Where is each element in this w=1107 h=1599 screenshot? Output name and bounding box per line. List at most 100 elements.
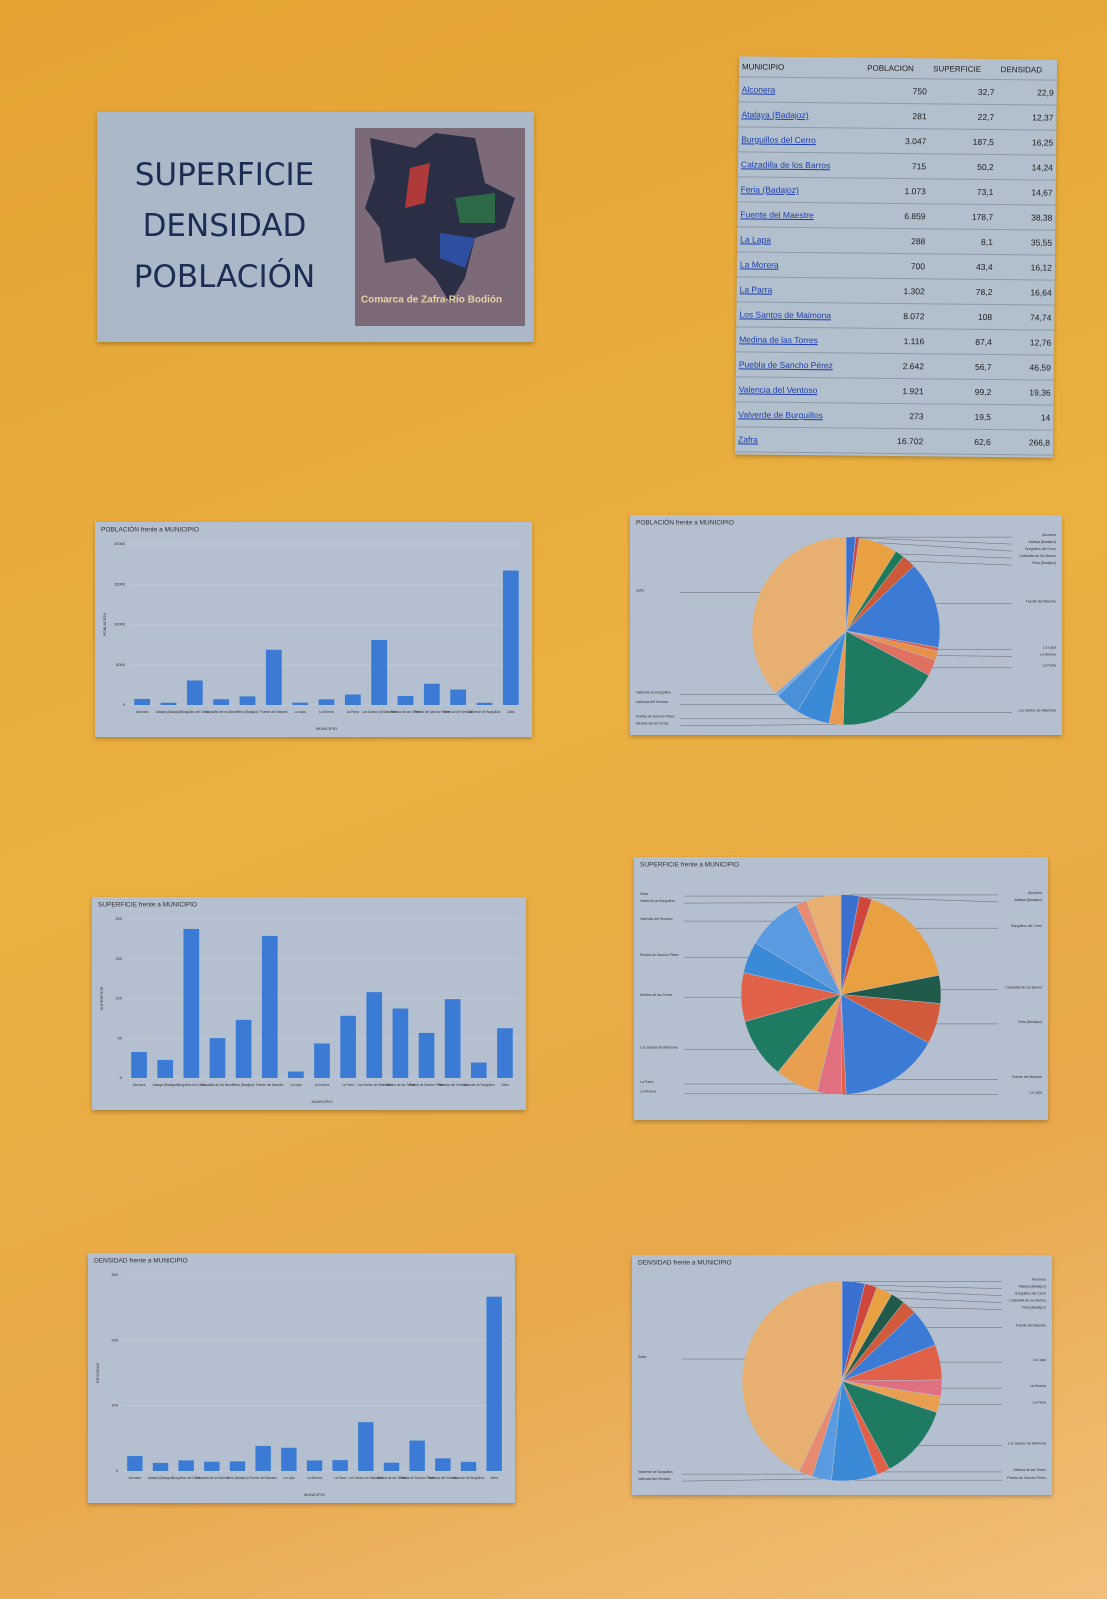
table-row: Feria (Badajoz) 1.073 73,1 14,67 — [737, 176, 1056, 206]
slice-label: La Morera — [1040, 652, 1056, 656]
x-tick-label: La Morera — [319, 710, 334, 714]
slice-label: Valencia del Ventoso — [640, 917, 672, 921]
bar — [152, 1462, 169, 1471]
table-cell: 14,67 — [996, 179, 1056, 206]
bar — [332, 1460, 348, 1471]
y-tick-label: 10000 — [114, 622, 126, 627]
x-tick-label: Puebla de Sancho Pérez — [409, 1083, 445, 1087]
map-shape — [365, 133, 515, 303]
x-tick-label: Valverde de Burguillos — [453, 1476, 485, 1480]
slice-label: Atalaya (Badajoz) — [1014, 898, 1042, 902]
municipio-cell: Medina de las Torres — [735, 326, 862, 354]
table-cell: 46,59 — [994, 354, 1054, 381]
slice-label: Medina de las Torres — [636, 722, 669, 726]
x-tick-label: Calzadilla de los Barros — [195, 1476, 229, 1480]
slice-label: Zafra — [636, 588, 644, 592]
x-tick-label: Feria (Badajoz) — [227, 1476, 249, 1480]
municipio-cell: Zafra — [734, 426, 861, 454]
x-tick-label: Calzadilla de los Barros — [201, 1083, 235, 1087]
table-cell: 35,55 — [995, 229, 1056, 256]
table-row: Puebla de Sancho Pérez 2.642 56,7 46,59 — [735, 351, 1054, 381]
municipio-cell: Feria (Badajoz) — [737, 176, 864, 204]
bar — [157, 1059, 174, 1078]
table-cell: 187,5 — [929, 128, 998, 155]
x-tick-label: Calzadilla de los Barros — [204, 710, 238, 714]
leader-line — [897, 1297, 1003, 1303]
municipio-cell: Puebla de Sancho Pérez — [735, 351, 862, 379]
leader-line — [870, 1285, 1003, 1289]
slice-label: Calzadilla de los Barros — [1009, 1299, 1046, 1303]
table-row: Calzadilla de los Barros 715 50,2 14,24 — [737, 151, 1057, 181]
x-tick-label: Puebla de Sancho Pérez — [414, 710, 450, 714]
x-tick-label: La Morera — [307, 1476, 322, 1480]
map-region — [405, 163, 430, 208]
bar — [255, 1445, 271, 1471]
table-cell: 14,24 — [996, 154, 1057, 181]
slice-label: Calzadilla de los Barros — [1019, 554, 1056, 558]
table-cell: 87,4 — [927, 328, 995, 355]
table-row: Valverde de Burguillos 273 19,5 14 — [735, 401, 1054, 431]
y-tick-label: 150 — [115, 956, 122, 961]
slice-label: Los Santos de Maimona — [1018, 708, 1056, 712]
table-cell: 16,12 — [995, 254, 1056, 281]
municipio-cell: La Parra — [736, 276, 862, 304]
table-cell: 8,1 — [928, 228, 997, 255]
y-tick-label: 0 — [120, 1075, 123, 1080]
bar — [235, 1019, 252, 1078]
pie-slice — [741, 1280, 843, 1472]
x-tick-label: Los Santos de Maimona — [362, 710, 397, 714]
slice-label: Valverde de Burguillos — [640, 899, 675, 903]
x-tick-label: Valencia del Ventoso — [443, 710, 473, 714]
bar — [229, 1461, 246, 1471]
table-cell: 16,64 — [995, 279, 1055, 306]
table-cell: 1.921 — [860, 378, 927, 404]
slice-label: Alconera — [1032, 1278, 1046, 1282]
x-tick-label: Burguillos del Cerro — [181, 710, 209, 714]
chart-title: POBLACIÓN frente a MUNICIPIO — [636, 518, 734, 527]
y-tick-label: 300 — [111, 1272, 118, 1277]
bar — [292, 702, 309, 705]
table-cell: 715 — [863, 153, 930, 179]
chart: DENSIDAD frente a MUNICIPIO Alconera Atala… — [638, 1260, 1046, 1482]
slice-label: Los Santos de Maimona — [640, 1045, 678, 1049]
table-row: Valencia del Ventoso 1.921 99,2 19,36 — [735, 376, 1054, 406]
table-cell: 73,1 — [928, 178, 997, 205]
table-cell: 12,76 — [994, 329, 1055, 356]
bar — [435, 1458, 451, 1471]
slice-label: Valencia del Ventoso — [636, 700, 668, 704]
table-cell: 38,38 — [996, 204, 1056, 231]
slice-label: Atalaya (Badajoz) — [1018, 1285, 1046, 1289]
pie-slice — [751, 536, 847, 694]
bar — [134, 698, 151, 705]
x-tick-label: Zafra — [501, 1083, 509, 1087]
table-cell: 19,5 — [926, 403, 995, 430]
slice-label: La Lapa — [1043, 645, 1056, 649]
bar — [160, 702, 177, 705]
table-row: Burguillos del Cerro 3.047 187,5 16,25 — [738, 126, 1057, 156]
x-tick-label: Medina de las Torres — [391, 710, 421, 714]
x-tick-label: Burguillos del Cerro — [177, 1083, 205, 1087]
table-cell: 1.302 — [861, 278, 928, 304]
slice-label: Valverde de Burguillos — [638, 1470, 673, 1474]
table-cell: 50,2 — [928, 153, 997, 180]
bar — [131, 1052, 147, 1078]
slice-label: La Parra — [1043, 664, 1056, 668]
leader-line — [909, 1306, 1003, 1310]
chart-card: POBLACIÓN frente a MUNICIPIO Alconera Atal… — [630, 515, 1062, 735]
pie-slice — [840, 899, 940, 995]
x-axis-label: MUNICIPIO — [316, 726, 337, 731]
table-row: Zafra 16.702 62,6 266,8 — [734, 426, 1054, 456]
leader-line — [878, 542, 1013, 552]
x-tick-label: Atalaya (Badajoz) — [148, 1476, 173, 1480]
map-caption: Comarca de Zafra-Río Bodión — [361, 295, 502, 306]
pie-slice — [805, 894, 842, 995]
table-cell: 281 — [863, 103, 930, 129]
table-cell: 2.642 — [860, 353, 928, 379]
bar — [450, 689, 467, 705]
title-lines: SUPERFICIE DENSIDAD POBLACIÓN — [117, 150, 332, 303]
table-cell: 750 — [863, 78, 931, 104]
bar — [340, 1015, 356, 1078]
chart-title: DENSIDAD frente a MUNICIPIO — [638, 1260, 732, 1267]
chart: POBLACIÓN frente a MUNICIPIO 0 5000 10000 15… — [101, 525, 524, 731]
chart-card: SUPERFICIE frente a MUNICIPIO Alconera Ata… — [634, 857, 1048, 1120]
